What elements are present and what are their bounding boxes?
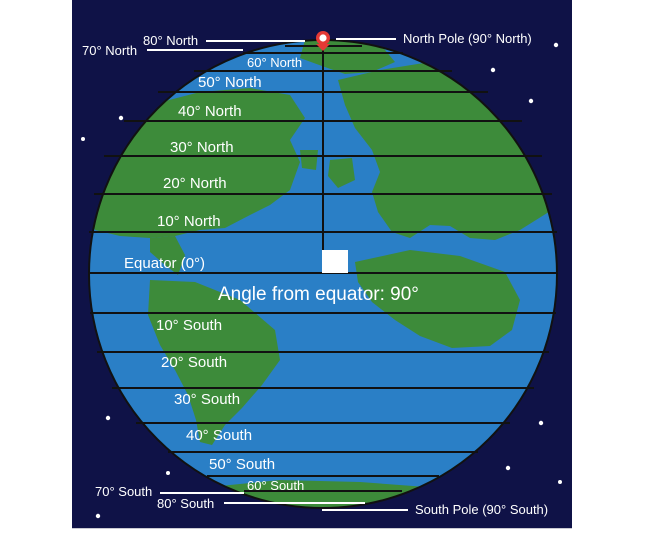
latitude-60s-label: 60° South bbox=[247, 478, 304, 493]
earth-globe bbox=[88, 39, 558, 509]
stars bbox=[81, 42, 562, 519]
latitude-70s-label: 70° South bbox=[95, 484, 152, 499]
latitude-40n-label: 40° North bbox=[178, 103, 242, 120]
latitude-50s-label: 50° South bbox=[209, 456, 275, 473]
latitude-10n-label: 10° North bbox=[157, 213, 221, 230]
latitude-80s-label: 80° South bbox=[157, 496, 214, 511]
latitude-50n-label: 50° North bbox=[198, 74, 262, 91]
leader-lines bbox=[147, 38, 408, 511]
latitude-70n-label: 70° North bbox=[82, 43, 137, 58]
angle-readout: Angle from equator: 90° bbox=[218, 284, 419, 305]
latitude-20n-label: 20° North bbox=[163, 175, 227, 192]
latitude-30n-label: 30° North bbox=[170, 139, 234, 156]
latitude-80n-label: 80° North bbox=[143, 33, 198, 48]
location-pin-icon[interactable] bbox=[316, 31, 330, 51]
latitude-40s-label: 40° South bbox=[186, 427, 252, 444]
center-marker bbox=[322, 250, 348, 273]
latitude-10s-label: 10° South bbox=[156, 317, 222, 334]
equator-label: Equator (0°) bbox=[124, 255, 205, 272]
latitude-20s-label: 20° South bbox=[161, 354, 227, 371]
panel-divider bbox=[72, 528, 572, 529]
latitude-30s-label: 30° South bbox=[174, 391, 240, 408]
north-pole-label: North Pole (90° North) bbox=[403, 31, 532, 46]
south-pole-label: South Pole (90° South) bbox=[415, 502, 548, 517]
latitude-labels: North Pole (90° North) 80° North 70° Nor… bbox=[82, 31, 548, 517]
latitude-60n-label: 60° North bbox=[247, 55, 302, 70]
